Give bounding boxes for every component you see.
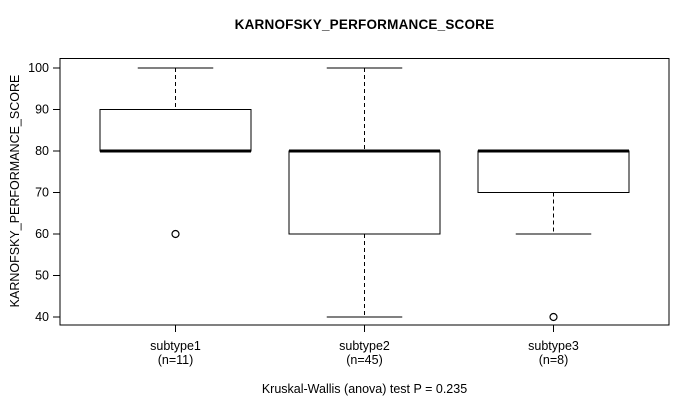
y-tick-label: 70 bbox=[35, 186, 49, 200]
outlier-point bbox=[171, 229, 180, 239]
group-label: subtype1 bbox=[150, 339, 201, 353]
y-tick-label: 40 bbox=[35, 310, 49, 324]
y-tick-label: 80 bbox=[35, 144, 49, 158]
y-tick-label: 90 bbox=[35, 103, 49, 117]
group-label: subtype2 bbox=[339, 339, 390, 353]
group-count-label: (n=45) bbox=[346, 353, 382, 367]
y-tick-label: 60 bbox=[35, 227, 49, 241]
outlier-point bbox=[549, 312, 558, 322]
group-count-label: (n=8) bbox=[539, 353, 569, 367]
box bbox=[477, 150, 630, 193]
stat-test-footnote: Kruskal-Wallis (anova) test P = 0.235 bbox=[261, 382, 468, 396]
y-tick-label: 50 bbox=[35, 269, 49, 283]
group-label: subtype3 bbox=[528, 339, 579, 353]
y-axis-label: KARNOFSKY_PERFORMANCE_SCORE bbox=[8, 74, 22, 308]
y-tick-label: 100 bbox=[28, 61, 49, 75]
box bbox=[99, 109, 252, 152]
chart-title: KARNOFSKY_PERFORMANCE_SCORE bbox=[234, 17, 495, 32]
group-count-label: (n=11) bbox=[158, 353, 194, 367]
box bbox=[288, 150, 441, 235]
